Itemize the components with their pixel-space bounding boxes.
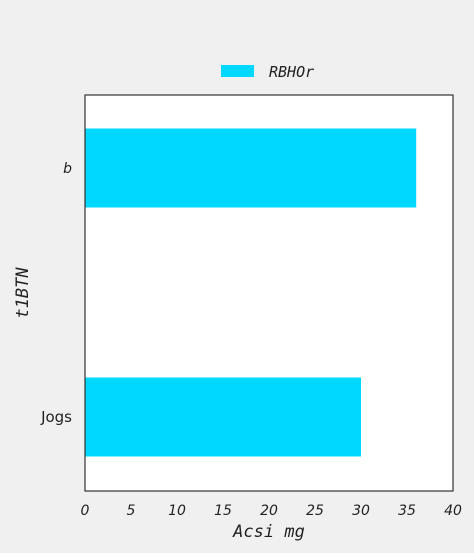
x-tick-label-20: 20 — [260, 503, 278, 519]
x-tick-label-10: 10 — [168, 503, 186, 519]
y-tick-labels: b Jogs — [40, 161, 72, 426]
legend: RBHOr — [221, 63, 314, 81]
x-axis-label: Acsi mg — [232, 522, 305, 542]
x-tick-label-30: 30 — [352, 503, 370, 519]
legend-swatch — [221, 65, 254, 77]
plot-frame — [84, 94, 454, 492]
x-tick-label-15: 15 — [214, 503, 232, 519]
x-tick-label-0: 0 — [81, 503, 90, 519]
y-tick-label-b: b — [63, 161, 72, 177]
x-tick-label-40: 40 — [444, 503, 462, 519]
y-axis-label: t1BTN — [13, 267, 33, 319]
x-tick-label-5: 5 — [127, 503, 136, 519]
bars-layer — [85, 128, 417, 457]
x-tick-label-35: 35 — [398, 503, 416, 519]
legend-label: RBHOr — [269, 63, 314, 81]
x-tick-labels: 0 5 10 15 20 25 30 35 40 — [81, 503, 462, 519]
bar-jogs — [85, 377, 361, 457]
bar-b — [85, 128, 417, 208]
y-tick-label-jogs: Jogs — [40, 408, 72, 426]
x-tick-label-25: 25 — [306, 503, 324, 519]
